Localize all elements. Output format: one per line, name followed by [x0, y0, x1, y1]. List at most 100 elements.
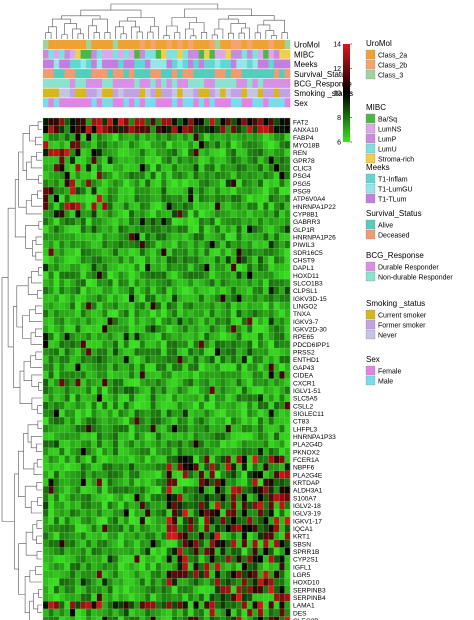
annotation-cell — [241, 69, 248, 79]
annotation-cell — [252, 40, 259, 50]
gene-label: IGFL1 — [293, 564, 312, 571]
heatmap-cell — [85, 179, 92, 188]
heatmap-cell — [85, 202, 92, 211]
heatmap-cell — [145, 432, 151, 441]
heatmap-cell — [284, 348, 291, 357]
heatmap-cell — [128, 463, 135, 472]
heatmap-cell — [112, 440, 119, 449]
heatmap-cell — [64, 532, 71, 541]
heatmap-cell — [85, 409, 92, 418]
heatmap-cell — [150, 578, 157, 587]
heatmap-cell — [204, 133, 210, 142]
heatmap-cell — [69, 340, 76, 349]
dendrogram-branch — [174, 32, 181, 39]
heatmap-cell — [48, 455, 54, 464]
annotation-cell — [268, 78, 275, 88]
heatmap-cell — [139, 616, 146, 620]
heatmap-cell — [166, 141, 173, 149]
heatmap-cell — [171, 141, 178, 149]
heatmap-cell — [134, 340, 140, 349]
annotation-cell — [64, 59, 71, 69]
heatmap-cell — [263, 148, 269, 157]
heatmap-cell — [273, 355, 280, 364]
heatmap-cell — [177, 363, 183, 372]
heatmap-cell — [118, 562, 124, 571]
heatmap-cell — [284, 601, 291, 610]
heatmap-cell — [75, 179, 81, 188]
heatmap-cell — [107, 125, 114, 134]
heatmap-cell — [107, 424, 114, 433]
heatmap-cell — [59, 164, 65, 172]
heatmap-cell — [85, 148, 92, 157]
heatmap-cell — [204, 440, 210, 449]
heatmap-cell — [279, 286, 285, 295]
heatmap-cell — [257, 524, 264, 533]
dendrogram-branch — [18, 151, 27, 208]
heatmap-cell — [252, 340, 259, 349]
legend-swatch — [365, 133, 376, 144]
heatmap-cell — [187, 432, 194, 441]
heatmap-cell — [166, 463, 173, 472]
heatmap-cell — [64, 340, 71, 349]
heatmap-cell — [118, 539, 124, 548]
annotation-cell — [193, 59, 200, 69]
heatmap-cell — [150, 555, 157, 564]
annotation-cell — [198, 98, 205, 108]
heatmap-cell — [48, 447, 54, 456]
dendrogram-branch — [36, 535, 42, 544]
heatmap-cell — [247, 233, 253, 241]
heatmap-cell — [150, 463, 157, 472]
heatmap-cell — [171, 616, 178, 620]
heatmap-cell — [145, 562, 151, 571]
heatmap-cell — [150, 363, 157, 372]
legend-swatch — [365, 365, 376, 376]
annotation-cell — [43, 69, 49, 79]
heatmap-cell — [220, 616, 226, 620]
heatmap-cell — [252, 585, 259, 594]
annotation-cell — [161, 40, 167, 50]
heatmap-cell — [230, 118, 237, 126]
heatmap-cell — [230, 570, 237, 579]
heatmap-cell — [268, 401, 275, 410]
heatmap-cell — [161, 148, 167, 157]
annotation-cell — [53, 59, 60, 69]
heatmap-cell — [150, 524, 157, 533]
heatmap-cell — [193, 401, 199, 410]
heatmap-cell — [284, 240, 291, 249]
heatmap-cell — [177, 210, 183, 218]
heatmap-cell — [59, 225, 65, 234]
heatmap-cell — [177, 547, 183, 556]
heatmap-cell — [187, 256, 194, 264]
heatmap-cell — [91, 593, 97, 602]
heatmap-cell — [225, 164, 232, 172]
heatmap-cell — [204, 125, 210, 134]
heatmap-cell — [279, 601, 285, 610]
heatmap-cell — [59, 133, 65, 142]
heatmap-cell — [48, 294, 54, 303]
heatmap-cell — [112, 455, 119, 464]
heatmap-cell — [69, 171, 76, 180]
heatmap-cell — [252, 133, 259, 142]
heatmap-cell — [107, 363, 114, 372]
heatmap-cell — [193, 593, 199, 602]
heatmap-cell — [284, 302, 291, 310]
annotation-cell — [139, 98, 146, 108]
annotation-cell — [43, 88, 49, 98]
heatmap-cell — [91, 210, 97, 218]
heatmap-cell — [155, 263, 162, 272]
heatmap-cell — [75, 141, 81, 149]
annotation-cell — [91, 78, 97, 88]
heatmap-cell — [102, 286, 108, 295]
heatmap-cell — [134, 141, 140, 149]
heatmap-cell — [75, 309, 81, 318]
heatmap-cell — [209, 210, 216, 218]
heatmap-cell — [85, 593, 92, 602]
heatmap-cell — [273, 240, 280, 249]
heatmap-cell — [225, 271, 232, 280]
heatmap-cell — [273, 179, 280, 188]
heatmap-cell — [150, 447, 157, 456]
heatmap-cell — [112, 386, 119, 395]
heatmap-cell — [91, 302, 97, 310]
heatmap-cell — [204, 317, 210, 326]
heatmap-cell — [123, 547, 130, 556]
